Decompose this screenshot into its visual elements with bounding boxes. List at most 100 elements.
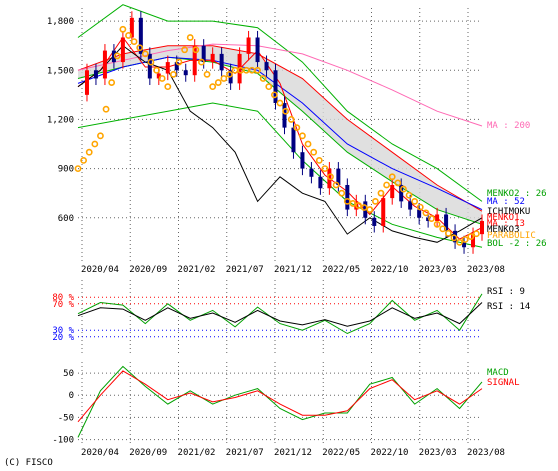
price-legend-label: MENKO2 : 26 — [487, 189, 547, 199]
candle-body — [120, 37, 125, 63]
parabolic-dot — [439, 225, 447, 233]
parabolic-dot — [355, 202, 362, 209]
xtick-label: 2020/09 — [129, 265, 167, 275]
xtick-label: 2021/02 — [178, 265, 216, 275]
parabolic-dot — [175, 58, 183, 66]
ma-13-line — [77, 36, 483, 240]
candle-body — [462, 242, 467, 248]
parabolic-dot — [136, 44, 144, 52]
price-ytick-label: 1,800 — [47, 17, 74, 27]
price-legend-label: MENKO1 — [487, 213, 520, 223]
parabolic-dot — [343, 197, 351, 205]
parabolic-dot — [428, 215, 435, 222]
ichimoku-lagging-line — [77, 45, 483, 243]
candle-body — [165, 62, 170, 74]
price-legend-label: BOL -2 : 26 — [487, 239, 547, 249]
parabolic-dot — [198, 58, 205, 66]
xtick-label: 2023/03 — [419, 265, 457, 275]
candle-body — [399, 184, 404, 202]
candle-body — [93, 70, 98, 79]
parabolic-dot — [388, 173, 396, 181]
candle-body — [174, 62, 179, 71]
candle-body — [147, 53, 152, 79]
candle-body — [426, 217, 431, 222]
price-legend-label: ICHIMOKU — [487, 207, 530, 217]
parabolic-dot — [214, 79, 222, 86]
xtick-label: 2020/04 — [81, 448, 119, 458]
xtick-label: 2022/10 — [371, 265, 409, 275]
parabolic-dot — [85, 148, 93, 156]
xtick-label: 2020/04 — [81, 265, 119, 275]
parabolic-dot — [125, 32, 132, 39]
parabolic-dot — [461, 236, 469, 243]
parabolic-dot — [282, 107, 290, 115]
parabolic-dot — [97, 132, 104, 140]
candle-body — [444, 214, 449, 231]
price-ytick-label: 1,500 — [47, 66, 74, 76]
candle-body — [336, 168, 341, 185]
price-ytick-label: 900 — [58, 165, 74, 175]
parabolic-dot — [220, 75, 228, 82]
parabolic-dot — [113, 52, 121, 60]
parabolic-dot — [366, 206, 374, 213]
rsi-9-line — [77, 293, 483, 335]
xtick-label: 2023/03 — [419, 448, 457, 458]
xtick-label: 2021/02 — [178, 448, 216, 458]
candle-body — [201, 45, 206, 63]
candle-body — [471, 234, 476, 248]
parabolic-dot — [119, 25, 127, 33]
price-legend-label: PARABOLIC — [487, 231, 536, 241]
ma-200-line — [77, 43, 483, 127]
candle-body — [84, 70, 89, 95]
candle-body — [417, 209, 422, 218]
candle-body — [309, 168, 314, 177]
candle-body — [219, 53, 224, 71]
xtick-label: 2023/08 — [467, 265, 505, 275]
parabolic-dot — [371, 197, 379, 205]
rsi-legend-label: RSI : 14 — [487, 302, 530, 312]
price-legend-label: MA : 200 — [487, 121, 530, 131]
parabolic-dot — [169, 70, 177, 78]
macd-legend-label: SIGNAL — [487, 378, 520, 388]
parabolic-dot — [349, 200, 357, 207]
parabolic-dot — [299, 132, 306, 140]
parabolic-dot — [422, 209, 430, 217]
rsi-legend-label: RSI : 9 — [487, 287, 525, 297]
parabolic-dot — [130, 38, 138, 45]
candle-body — [291, 127, 296, 153]
macd-ytick-label: -100 — [52, 436, 74, 446]
parabolic-dot — [338, 189, 346, 197]
candle-body — [183, 70, 188, 76]
parabolic-dot — [383, 181, 391, 189]
rsi-ytick-label: 80 % — [52, 293, 74, 303]
candle-body — [255, 37, 260, 63]
parabolic-dot — [164, 83, 172, 91]
parabolic-dot — [444, 229, 452, 237]
candle-body — [408, 201, 413, 210]
candle-body — [102, 50, 107, 79]
parabolic-dot — [472, 230, 480, 238]
candle-body — [300, 152, 305, 169]
parabolic-dot — [141, 50, 149, 58]
candle-body — [264, 62, 269, 71]
parabolic-dot — [265, 83, 273, 91]
parabolic-dot — [360, 204, 368, 211]
parabolic-dot — [411, 197, 419, 205]
menko-upper-line — [77, 45, 483, 212]
xtick-label: 2021/07 — [226, 265, 264, 275]
parabolic-dot — [456, 238, 463, 246]
candle-body — [138, 17, 143, 54]
parabolic-dot — [192, 46, 200, 54]
rsi-14-line — [77, 302, 483, 327]
xtick-label: 2020/09 — [129, 448, 167, 458]
parabolic-dot — [254, 66, 261, 74]
candle-body — [390, 184, 395, 199]
xtick-label: 2023/08 — [467, 448, 505, 458]
parabolic-dot — [102, 105, 110, 113]
candle-body — [318, 176, 323, 189]
parabolic-dot — [270, 91, 278, 99]
candle-body — [273, 70, 278, 104]
candle-body — [453, 230, 458, 243]
parabolic-dot — [147, 58, 155, 66]
